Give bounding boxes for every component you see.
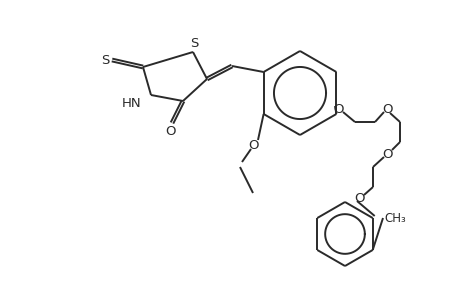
Text: S: S [190, 37, 198, 50]
Text: O: O [354, 193, 364, 206]
Text: O: O [165, 124, 176, 137]
Text: O: O [382, 103, 392, 116]
Text: S: S [101, 53, 109, 67]
Text: CH₃: CH₃ [383, 212, 405, 224]
Text: HN: HN [122, 97, 141, 110]
Text: O: O [382, 148, 392, 160]
Text: O: O [333, 103, 343, 116]
Text: O: O [248, 139, 259, 152]
